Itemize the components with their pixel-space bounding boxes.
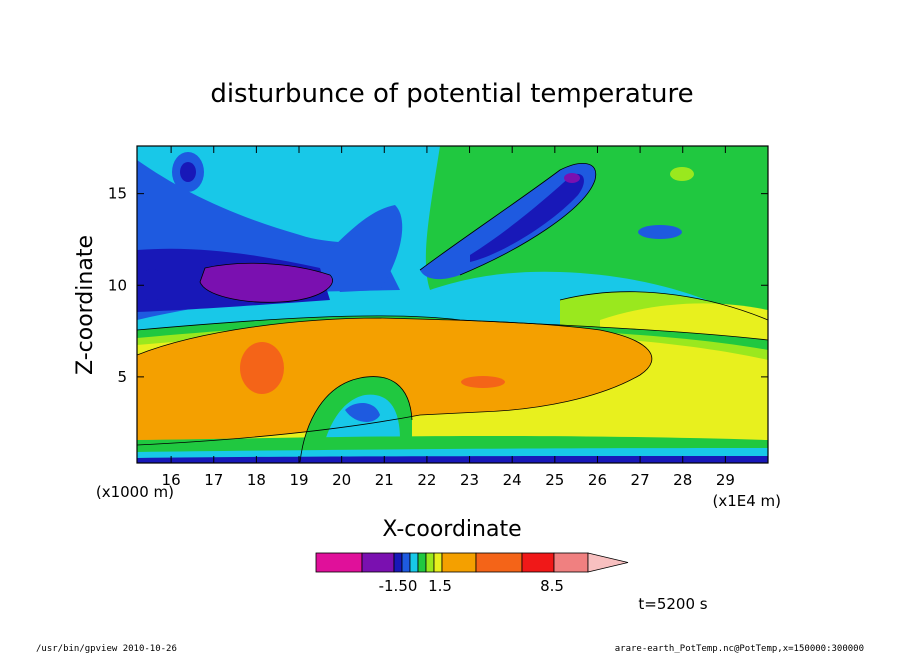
x-axis-label: X-coordinate <box>382 517 521 542</box>
colorbar-segment <box>393 552 403 573</box>
contour-line <box>137 317 653 446</box>
colorbar-segment <box>521 552 555 573</box>
x-tick-label: 22 <box>417 471 436 489</box>
colorbar-segment <box>433 552 443 573</box>
x-tick-label: 25 <box>545 471 564 489</box>
y-tick-label: 5 <box>117 368 127 386</box>
band-upper-right-green <box>425 146 768 330</box>
colorbar-segment <box>401 552 411 573</box>
band-mid-blue <box>320 205 403 292</box>
plot-area <box>137 146 768 463</box>
contour-line <box>299 376 413 463</box>
band-right-yellow-blob <box>670 167 694 181</box>
colorbar-label: 8.5 <box>540 577 564 595</box>
colorbar-label: 1.5 <box>428 577 452 595</box>
colorbar-segment <box>475 552 523 573</box>
colorbar-segment <box>409 552 419 573</box>
y-tick-label: 15 <box>108 185 127 203</box>
x-axis: 16 17 18 19 20 21 22 23 24 25 26 27 28 29 <box>162 146 735 489</box>
colorbar-segment <box>553 552 589 573</box>
colorbar-segment <box>425 552 435 573</box>
band-surface-darkblue <box>137 456 768 463</box>
footer-right: arare-earth_PotTemp.nc@PotTemp,x=150000:… <box>615 644 864 654</box>
x-tick-label: 26 <box>588 471 607 489</box>
colorbar <box>315 552 629 573</box>
band-left-darkblue <box>138 269 166 301</box>
y-unit-label: (x1000 m) <box>96 483 174 501</box>
band-orange-red-left <box>240 342 284 394</box>
band-dome-blue <box>345 403 380 422</box>
colorbar-arrow <box>587 552 629 573</box>
contour-line <box>199 262 333 303</box>
contour-line <box>419 163 597 276</box>
y-tick-label: 10 <box>108 276 127 294</box>
band-streak-blue <box>420 163 596 280</box>
x-tick-label: 19 <box>289 471 308 489</box>
x-unit-label: (x1E4 m) <box>712 492 781 510</box>
x-tick-label: 29 <box>716 471 735 489</box>
colorbar-label: -1.50 <box>379 577 418 595</box>
x-tick-label: 18 <box>247 471 266 489</box>
time-label: t=5200 s <box>638 595 707 613</box>
contour-line <box>559 291 768 321</box>
x-tick-label: 17 <box>204 471 223 489</box>
plot-frame <box>136 145 769 464</box>
footer-left: /usr/bin/gpview 2010-10-26 <box>36 644 177 654</box>
y-axis: 5 10 15 <box>108 185 768 386</box>
x-tick-label: 21 <box>375 471 394 489</box>
colorbar-segment <box>315 552 363 573</box>
x-tick-label: 24 <box>503 471 522 489</box>
colorbar-segment <box>441 552 477 573</box>
chart-title: disturbunce of potential temperature <box>210 79 693 109</box>
band-streak-purple <box>564 173 580 183</box>
band-orange-red-right <box>461 376 505 388</box>
y-axis-label: Z-coordinate <box>73 235 98 375</box>
band-streak-darkblue <box>470 173 584 262</box>
band-purple-core <box>200 263 333 303</box>
band-right-blue-blob <box>638 225 682 239</box>
band-topleft-darkblue <box>180 162 196 182</box>
colorbar-labels: -1.50 1.5 8.5 <box>379 577 564 595</box>
x-tick-label: 27 <box>631 471 650 489</box>
x-tick-label: 23 <box>460 471 479 489</box>
x-tick-label: 20 <box>332 471 351 489</box>
x-tick-label: 28 <box>673 471 692 489</box>
x-tick-label: 16 <box>162 471 181 489</box>
colorbar-segment <box>361 552 395 573</box>
colorbar-segment <box>417 552 427 573</box>
